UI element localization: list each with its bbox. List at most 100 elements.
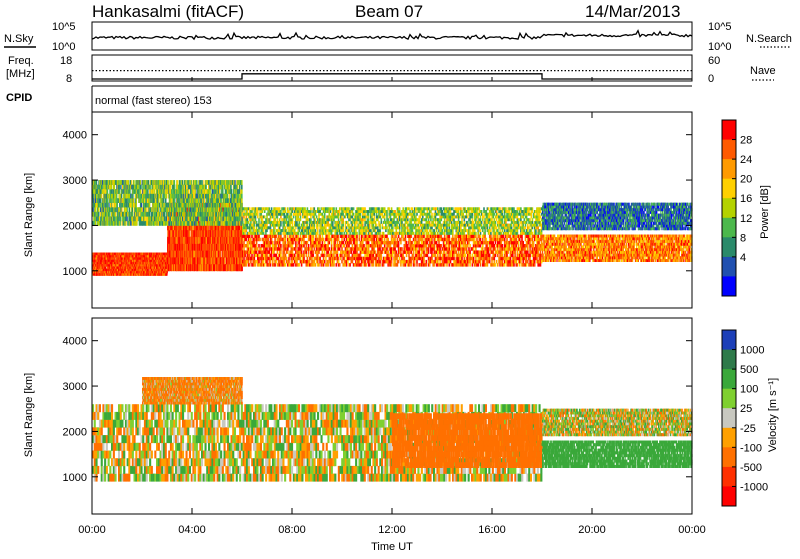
data-cell bbox=[166, 273, 167, 276]
data-cell bbox=[284, 260, 286, 264]
data-cell bbox=[292, 250, 294, 254]
data-cell bbox=[374, 238, 376, 242]
data-cell bbox=[324, 254, 326, 258]
data-cell bbox=[167, 271, 168, 274]
data-cell bbox=[117, 273, 118, 276]
data-cell bbox=[248, 260, 250, 264]
data-cell bbox=[333, 254, 335, 258]
data-cell bbox=[273, 257, 275, 261]
data-cell bbox=[294, 254, 296, 258]
data-cell bbox=[327, 244, 329, 248]
data-cell bbox=[359, 238, 361, 242]
data-cell bbox=[372, 260, 374, 264]
data-cell bbox=[312, 238, 314, 242]
data-cell bbox=[340, 244, 342, 248]
data-cell bbox=[322, 241, 324, 245]
freq-panel: Freq. [MHz] 18 8 60 0 Nave bbox=[6, 55, 776, 85]
data-cell bbox=[258, 235, 260, 239]
data-cell bbox=[301, 263, 303, 267]
data-cell bbox=[285, 241, 287, 245]
data-cell bbox=[331, 244, 333, 248]
data-cell bbox=[243, 247, 245, 251]
data-cell bbox=[258, 260, 260, 264]
data-cell bbox=[216, 250, 217, 257]
data-cell bbox=[274, 263, 276, 267]
freq-ytick-top: 18 bbox=[60, 55, 72, 67]
noise-sky-trace bbox=[92, 31, 692, 39]
data-cell bbox=[351, 250, 353, 254]
data-cell bbox=[278, 257, 280, 261]
data-cell bbox=[263, 260, 265, 264]
freq-ytick-bottom: 8 bbox=[66, 73, 72, 85]
data-cell bbox=[337, 254, 339, 258]
data-cell bbox=[266, 260, 268, 264]
data-cell bbox=[311, 247, 313, 251]
data-cell bbox=[356, 244, 358, 248]
data-cell bbox=[308, 254, 310, 258]
data-cell bbox=[249, 254, 251, 258]
data-cell bbox=[243, 257, 245, 261]
data-cell bbox=[303, 257, 305, 261]
data-cell bbox=[292, 244, 294, 248]
data-cell bbox=[285, 263, 287, 267]
data-cell bbox=[337, 241, 339, 245]
data-cell bbox=[296, 260, 298, 264]
noise-ytick-bottom: 10^0 bbox=[52, 41, 76, 53]
data-cell bbox=[256, 244, 258, 248]
data-cell bbox=[377, 235, 379, 239]
data-cell bbox=[333, 260, 335, 264]
data-cell bbox=[293, 235, 295, 239]
data-cell bbox=[295, 247, 297, 251]
data-cell bbox=[348, 254, 350, 258]
data-cell bbox=[251, 254, 253, 258]
data-cell bbox=[254, 257, 256, 261]
data-cell bbox=[270, 244, 272, 248]
data-cell bbox=[255, 263, 257, 267]
data-cell bbox=[352, 244, 354, 248]
data-cell bbox=[374, 247, 376, 251]
data-cell bbox=[327, 263, 329, 267]
station-title: Hankasalmi (fitACF) bbox=[92, 2, 244, 21]
data-cell bbox=[341, 254, 343, 258]
data-cell bbox=[296, 244, 298, 248]
data-cell bbox=[329, 235, 331, 239]
data-cell bbox=[324, 250, 326, 254]
data-cell bbox=[173, 230, 174, 237]
data-cell bbox=[351, 241, 353, 245]
data-cell bbox=[339, 247, 341, 251]
data-cell bbox=[244, 254, 246, 258]
data-cell bbox=[250, 238, 252, 242]
data-cell bbox=[297, 235, 299, 239]
nave-ytick-top: 60 bbox=[708, 55, 720, 67]
data-cell bbox=[266, 254, 268, 258]
data-cell bbox=[303, 254, 305, 258]
data-cell bbox=[306, 235, 308, 239]
data-cell bbox=[376, 257, 378, 261]
data-cell bbox=[270, 263, 272, 267]
data-cell bbox=[356, 241, 358, 245]
data-cell bbox=[338, 260, 340, 264]
data-cell bbox=[346, 235, 348, 239]
data-cell bbox=[356, 238, 358, 242]
data-cell bbox=[324, 260, 326, 264]
data-cell bbox=[323, 263, 325, 267]
data-cell bbox=[189, 230, 190, 237]
beam-title: Beam 07 bbox=[355, 2, 423, 21]
data-cell bbox=[317, 260, 319, 264]
data-cell bbox=[280, 247, 282, 251]
data-cell bbox=[336, 263, 338, 267]
data-cell bbox=[250, 260, 252, 264]
nave-ytick-bottom: 0 bbox=[708, 73, 714, 85]
data-cell bbox=[258, 244, 260, 248]
data-cell bbox=[369, 263, 371, 267]
data-cell bbox=[316, 235, 318, 239]
data-cell bbox=[212, 230, 213, 237]
data-cell bbox=[301, 250, 303, 254]
data-cell bbox=[269, 250, 271, 254]
data-cell bbox=[306, 254, 308, 258]
data-cell bbox=[359, 235, 361, 239]
data-cell bbox=[272, 260, 274, 264]
data-cell bbox=[348, 244, 350, 248]
data-cell bbox=[352, 260, 354, 264]
